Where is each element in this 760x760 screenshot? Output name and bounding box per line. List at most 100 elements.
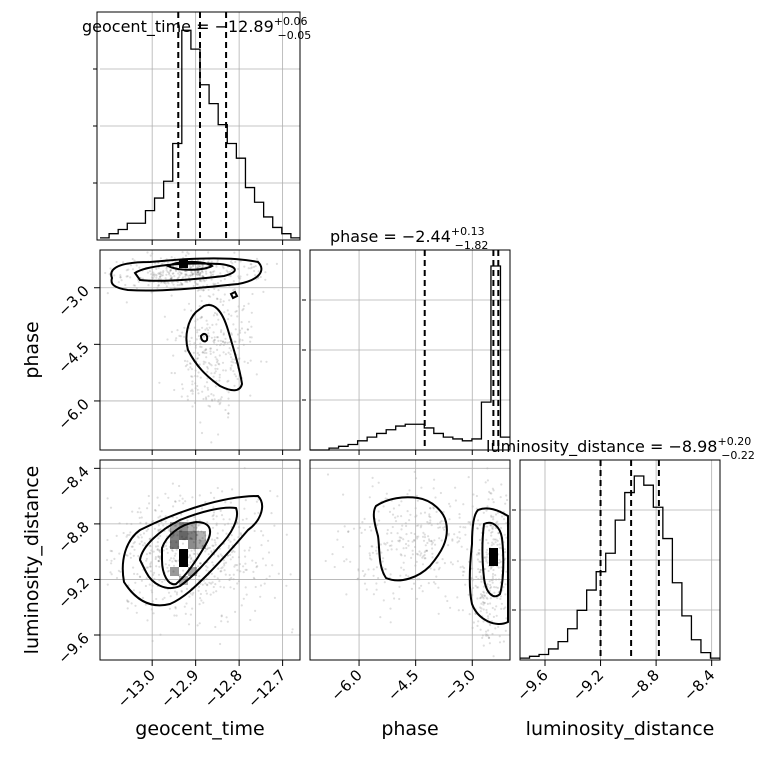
sample-point	[207, 332, 210, 335]
sample-point	[204, 582, 207, 585]
contour-right-inner	[481, 521, 505, 598]
sample-point	[205, 348, 208, 351]
sample-point	[364, 573, 367, 576]
sample-point	[223, 278, 226, 281]
sample-point	[200, 316, 203, 319]
sample-point	[372, 574, 375, 577]
sample-point	[172, 505, 175, 508]
sample-point	[421, 590, 424, 593]
sample-point	[241, 309, 244, 312]
sample-point	[154, 509, 157, 512]
sample-point	[179, 573, 182, 576]
title-luminosity-distance: luminosity_distance = −8.98+0.20 −0.22	[486, 435, 755, 462]
sample-point	[486, 583, 489, 586]
sample-point	[460, 545, 463, 548]
sample-point	[198, 273, 201, 276]
xlabel-luminosity-distance: luminosity_distance	[526, 718, 715, 740]
sample-point	[214, 282, 217, 286]
sample-point	[331, 553, 334, 556]
sample-point	[485, 611, 488, 614]
sample-point	[253, 529, 256, 533]
sample-point	[495, 538, 498, 541]
sample-point	[230, 551, 234, 554]
sample-point	[207, 546, 210, 550]
sample-point	[494, 627, 497, 630]
sample-point	[402, 561, 405, 564]
sample-point	[157, 559, 160, 563]
sample-point	[174, 339, 177, 342]
sample-point	[492, 515, 495, 519]
sample-point	[154, 508, 157, 512]
sample-point	[191, 593, 194, 596]
sample-point	[206, 521, 209, 524]
sample-point	[190, 266, 193, 269]
sample-point	[153, 527, 156, 530]
sample-point	[363, 528, 367, 531]
sample-point	[456, 536, 459, 539]
sample-point	[117, 569, 120, 572]
sample-point	[399, 574, 402, 577]
sample-point	[397, 539, 400, 542]
sample-point	[422, 539, 426, 542]
sample-point	[476, 624, 479, 628]
sample-point	[458, 516, 461, 519]
sample-point	[196, 624, 199, 627]
sample-point	[177, 272, 180, 275]
sample-point	[220, 620, 223, 623]
sample-point	[245, 568, 248, 572]
sample-point	[212, 293, 215, 296]
sample-point	[119, 276, 122, 279]
sample-point	[192, 526, 196, 529]
sample-point	[164, 520, 167, 523]
sample-point	[461, 609, 464, 612]
hist-panel-luminosity-distance	[519, 459, 721, 661]
sample-point	[352, 527, 356, 530]
sample-point	[401, 524, 404, 527]
sample-point	[198, 266, 201, 269]
sample-point	[236, 377, 239, 381]
sample-point	[198, 519, 201, 522]
sample-point	[192, 351, 195, 354]
sample-point	[479, 575, 483, 578]
sample-point	[193, 549, 196, 552]
sample-point	[402, 538, 405, 541]
sample-point	[375, 546, 378, 549]
sample-point	[435, 575, 438, 578]
sample-point	[479, 628, 482, 631]
sample-point	[196, 265, 199, 268]
sample-point	[196, 271, 200, 274]
sample-point	[163, 596, 166, 599]
sample-point	[202, 335, 206, 338]
density-cell	[197, 540, 206, 549]
sample-point	[456, 596, 459, 599]
sample-point	[219, 298, 222, 301]
sample-point	[246, 361, 249, 365]
sample-point	[392, 507, 395, 510]
contour-outer-lower	[185, 304, 244, 392]
sample-point	[134, 581, 137, 584]
sample-point	[415, 494, 418, 497]
sample-point	[205, 548, 208, 551]
sample-point	[249, 263, 252, 266]
sample-point	[119, 570, 122, 573]
sample-point	[218, 547, 221, 550]
sample-point	[176, 280, 179, 284]
sample-point	[227, 318, 230, 321]
sample-point	[136, 510, 139, 514]
sample-point	[266, 263, 269, 266]
sample-point	[498, 543, 501, 546]
sample-point	[379, 616, 382, 619]
sample-point	[257, 498, 260, 501]
sample-point	[242, 307, 245, 310]
sample-point	[209, 347, 213, 350]
sample-point	[499, 560, 502, 563]
sample-point	[233, 550, 236, 553]
x-tick-label: −12.8	[201, 666, 246, 711]
sample-point	[241, 339, 244, 342]
sample-point	[420, 584, 423, 587]
sample-point	[222, 369, 225, 372]
sample-point	[417, 524, 420, 527]
sample-point	[395, 548, 398, 551]
sample-point	[113, 274, 116, 277]
sample-point	[198, 562, 202, 565]
